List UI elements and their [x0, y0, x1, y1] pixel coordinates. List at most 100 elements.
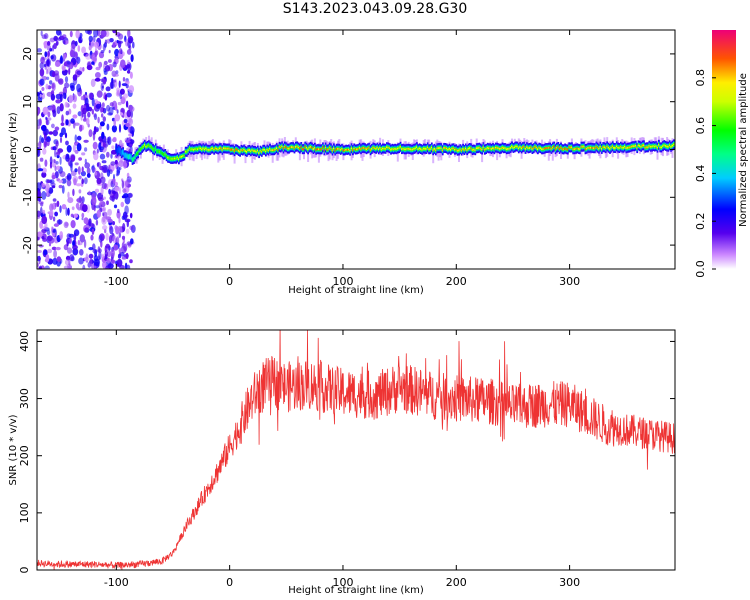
noise-speckle [41, 190, 47, 200]
ridge-cell [625, 147, 628, 150]
noise-speckle [51, 71, 56, 78]
noise-speckle [72, 244, 78, 250]
noise-speckle [37, 250, 42, 253]
noise-speckle [116, 109, 119, 114]
ridge-cell [319, 148, 322, 151]
ridge-cell [583, 145, 585, 148]
noise-speckle [42, 148, 47, 155]
ridge-cell [304, 145, 307, 148]
noise-speckle [70, 118, 75, 124]
ridge-cell [399, 145, 402, 148]
ridge-cell [485, 148, 488, 150]
noise-speckle [83, 239, 87, 249]
snr-frame [36, 329, 676, 571]
noise-speckle [59, 103, 64, 112]
noise-speckle [63, 62, 68, 67]
noise-speckle [123, 118, 128, 124]
ridge-cell [231, 148, 233, 151]
ridge-cell [644, 146, 647, 149]
noise-speckle [106, 200, 109, 206]
noise-speckle [70, 220, 76, 229]
ridge-cell [610, 146, 613, 149]
noise-speckle [54, 165, 57, 172]
noise-speckle [42, 106, 49, 116]
noise-speckle [128, 85, 135, 94]
ridge-cell [600, 148, 603, 150]
noise-speckle [44, 265, 50, 269]
ridge-cell [405, 148, 407, 151]
noise-speckle [125, 39, 129, 47]
noise-speckle [54, 211, 58, 217]
ridge-cell [568, 146, 571, 149]
noise-speckle [37, 106, 41, 115]
ridge-cell [175, 157, 178, 160]
ridge-cell [546, 147, 549, 149]
ridge-cell [300, 146, 303, 148]
noise-speckle [56, 106, 61, 115]
noise-speckle [49, 80, 53, 85]
noise-speckle [98, 234, 103, 243]
ridge-cell [436, 147, 439, 150]
noise-speckle [63, 40, 66, 45]
ridge-cell [452, 147, 455, 150]
ridge-cell [466, 149, 469, 151]
noise-speckle [119, 91, 122, 100]
ridge-cell [229, 148, 232, 151]
snr-ytick-label: 0 [18, 567, 31, 574]
noise-speckle [66, 241, 69, 247]
ridge-cell [150, 146, 153, 148]
noise-speckle [117, 208, 120, 214]
noise-speckle [39, 220, 43, 229]
ridge-cell [183, 154, 186, 157]
ridge-cell [470, 147, 473, 150]
ridge-cell [171, 158, 173, 160]
noise-speckle [91, 164, 95, 174]
ridge-cell [190, 148, 192, 151]
ridge-cell [156, 150, 158, 153]
noise-speckle [101, 164, 108, 174]
ridge-cell [288, 147, 290, 150]
noise-speckle [112, 136, 117, 143]
ridge-cell [433, 148, 436, 150]
noise-speckle [91, 228, 95, 235]
ridge-cell [297, 146, 300, 149]
noise-speckle [122, 222, 126, 232]
ridge-cell [312, 148, 315, 150]
noise-speckle [55, 99, 62, 104]
ridge-cell [218, 147, 221, 150]
ridge-cell [290, 146, 293, 148]
ridge-cell [251, 149, 254, 151]
ridge-cell [199, 147, 202, 150]
ridge-cell [387, 146, 390, 149]
noise-speckle [68, 67, 71, 75]
ridge-cell [365, 148, 368, 151]
ridge-cell [269, 147, 271, 150]
ridge-cell [417, 148, 420, 151]
noise-speckle [71, 206, 75, 211]
ridge-cell [384, 147, 387, 150]
ridge-cell [178, 158, 180, 161]
noise-speckle [91, 196, 97, 206]
ridge-cell [119, 150, 122, 152]
ridge-cell [191, 148, 194, 151]
ridge-cell [528, 147, 531, 149]
ridge-cell [483, 148, 486, 151]
ridge-cell [333, 147, 335, 150]
ridge-cell [416, 146, 418, 149]
noise-speckle [107, 112, 113, 116]
noise-speckle [68, 108, 72, 115]
noise-speckle [84, 162, 91, 169]
ridge-cell [357, 148, 360, 150]
ridge-cell [207, 149, 210, 151]
ridge-cell [188, 147, 191, 150]
noise-speckle [69, 30, 73, 38]
noise-speckle [112, 235, 118, 244]
ridge-cell [551, 146, 554, 149]
noise-speckle [46, 69, 49, 75]
ridge-cell [463, 149, 466, 151]
noise-speckle [91, 97, 95, 107]
ridge-cell [255, 150, 258, 153]
ridge-cell [460, 149, 463, 152]
ridge-cell [428, 148, 430, 151]
noise-speckle [101, 113, 104, 118]
